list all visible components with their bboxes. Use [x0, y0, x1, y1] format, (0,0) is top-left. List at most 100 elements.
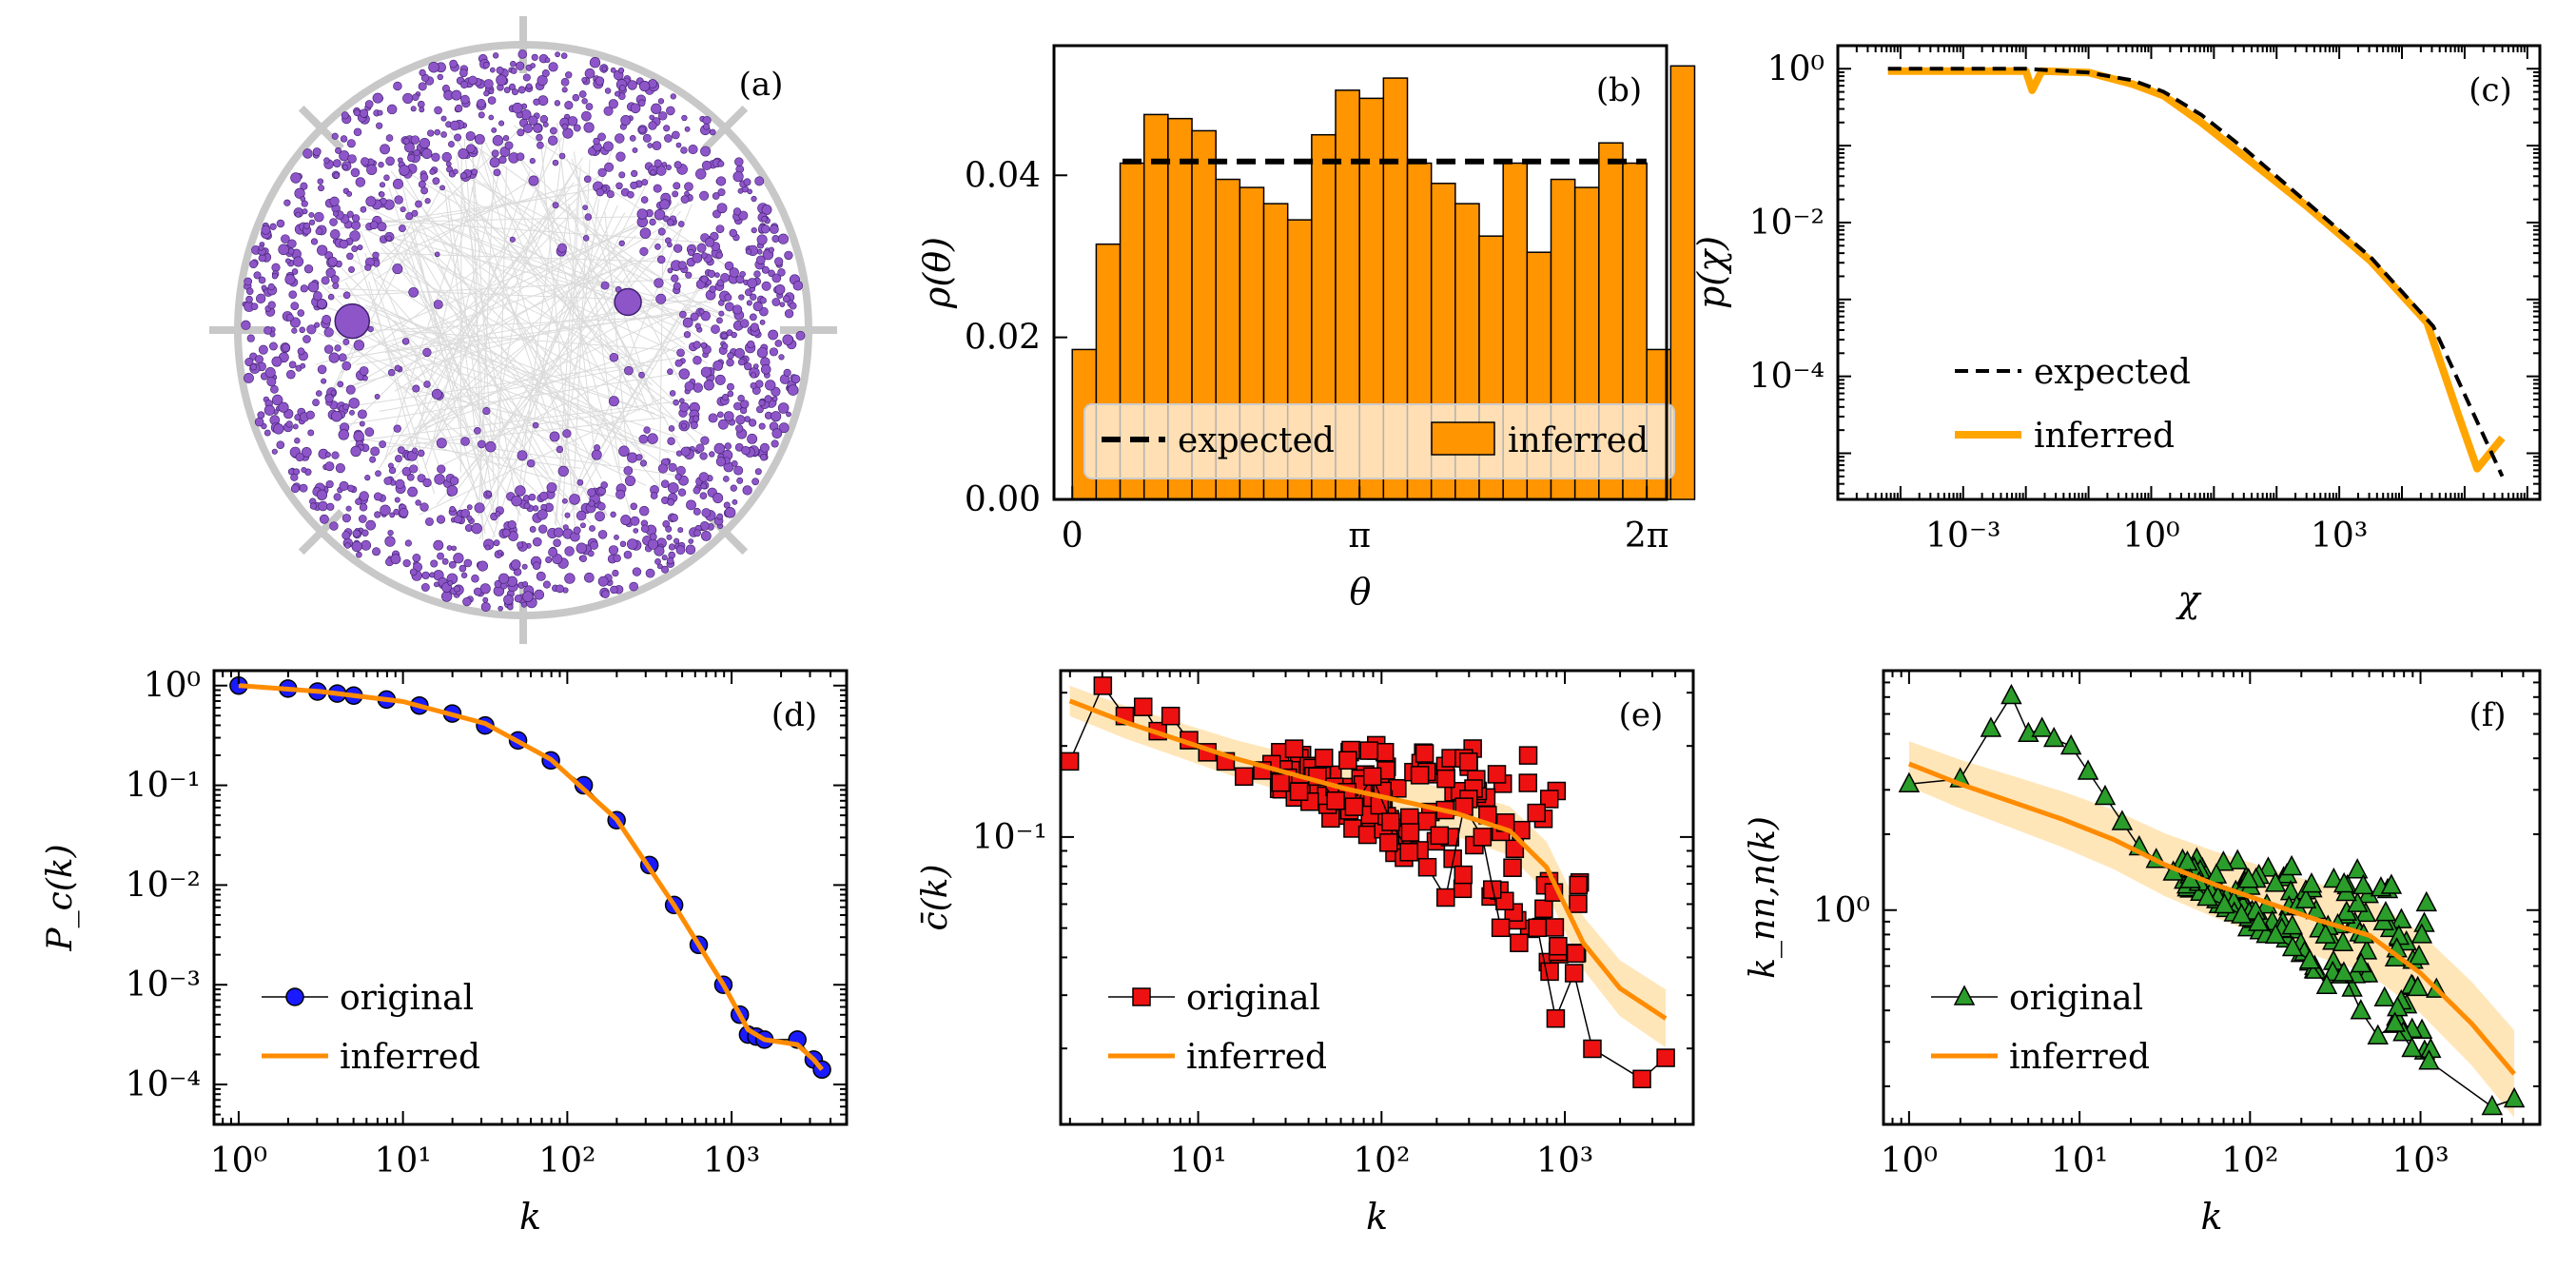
- network-node: [732, 171, 744, 183]
- network-edge: [364, 253, 449, 493]
- network-node: [573, 124, 581, 132]
- data-point: [1436, 888, 1455, 907]
- network-node: [522, 591, 534, 602]
- network-node: [748, 419, 757, 427]
- network-node: [726, 358, 734, 367]
- data-point: [2367, 1024, 2389, 1044]
- data-point: [1487, 765, 1507, 784]
- network-edge: [480, 149, 606, 441]
- network-edge: [492, 144, 615, 539]
- network-node: [552, 202, 559, 209]
- network-node: [353, 430, 364, 442]
- network-node: [489, 67, 496, 73]
- network-node: [667, 482, 679, 494]
- network-edge: [394, 329, 677, 352]
- network-node: [300, 196, 306, 202]
- network-node: [729, 228, 737, 238]
- network-edge: [390, 342, 679, 439]
- network-node: [712, 192, 720, 200]
- edge-bundle: [315, 122, 737, 540]
- network-node: [315, 390, 322, 397]
- network-node: [342, 291, 351, 300]
- network-node: [703, 380, 714, 391]
- data-point: [1564, 964, 1584, 983]
- data-point: [2264, 871, 2287, 892]
- network-node: [777, 402, 790, 414]
- network-node: [709, 451, 715, 458]
- network-node: [724, 442, 732, 450]
- network-node: [601, 590, 610, 598]
- network-node: [315, 227, 323, 236]
- network-node: [732, 498, 738, 505]
- network-node: [432, 177, 440, 185]
- network-edge: [383, 202, 684, 351]
- network-node: [627, 190, 634, 199]
- network-node: [359, 108, 369, 118]
- network-node: [700, 275, 709, 283]
- network-node: [630, 516, 640, 526]
- network-node: [656, 255, 666, 264]
- panel-label: (d): [771, 696, 817, 734]
- network-node: [466, 144, 476, 154]
- network-node: [342, 338, 350, 345]
- network-node: [541, 69, 550, 78]
- network-node: [684, 190, 690, 197]
- network-edge: [477, 166, 656, 517]
- legend: original inferred: [1931, 979, 2150, 1077]
- panel-(d)-ticks: 10⁰ 10¹ 10² 10³ 10⁰ 10⁻¹ 10⁻² 10⁻³ 10⁻⁴: [126, 667, 848, 1181]
- network-node: [365, 519, 377, 531]
- network-edge: [483, 143, 548, 484]
- network-node: [308, 219, 316, 225]
- network-node: [288, 290, 298, 300]
- network-node: [437, 552, 444, 560]
- network-node: [734, 348, 745, 359]
- network-node: [690, 420, 698, 430]
- network-edge: [354, 214, 667, 342]
- network-node: [404, 142, 415, 153]
- network-node: [604, 88, 612, 94]
- network-node: [307, 429, 315, 437]
- network-node: [700, 482, 708, 490]
- x-tick-label: 10⁻³: [1925, 517, 2000, 556]
- network-node: [337, 381, 344, 388]
- network-node: [361, 539, 372, 551]
- network-node: [754, 176, 765, 186]
- network-node: [393, 508, 400, 516]
- network-node: [680, 146, 688, 154]
- network-node: [406, 473, 415, 481]
- network-node: [660, 479, 670, 489]
- network-node: [331, 451, 340, 459]
- network-node: [329, 521, 339, 531]
- network-node: [460, 172, 468, 180]
- data-point: [2407, 975, 2429, 997]
- network-node: [347, 154, 357, 164]
- network-edge: [571, 158, 654, 402]
- network-edge: [419, 396, 665, 516]
- network-node: [693, 382, 703, 393]
- network-node: [424, 517, 434, 526]
- network-edge: [389, 235, 636, 483]
- network-node: [512, 88, 518, 96]
- network-node: [587, 488, 596, 498]
- network-node: [716, 513, 724, 520]
- network-node: [437, 464, 446, 474]
- network-node: [600, 281, 610, 290]
- network-node: [667, 267, 673, 274]
- network-node: [733, 465, 744, 476]
- network-node: [245, 295, 253, 303]
- network-node: [325, 267, 336, 279]
- network-node: [317, 178, 324, 185]
- network-node: [407, 486, 418, 498]
- network-node: [752, 301, 763, 312]
- network-node: [699, 452, 708, 460]
- data-point: [2231, 903, 2253, 924]
- network-node: [504, 141, 514, 150]
- network-node: [393, 424, 401, 433]
- network-node: [412, 384, 420, 393]
- network-node: [463, 558, 473, 568]
- legend-label-inferred: inferred: [2009, 1038, 2150, 1077]
- network-node: [480, 601, 491, 612]
- network-node: [357, 244, 363, 251]
- network-node: [408, 286, 420, 298]
- network-node: [659, 199, 671, 210]
